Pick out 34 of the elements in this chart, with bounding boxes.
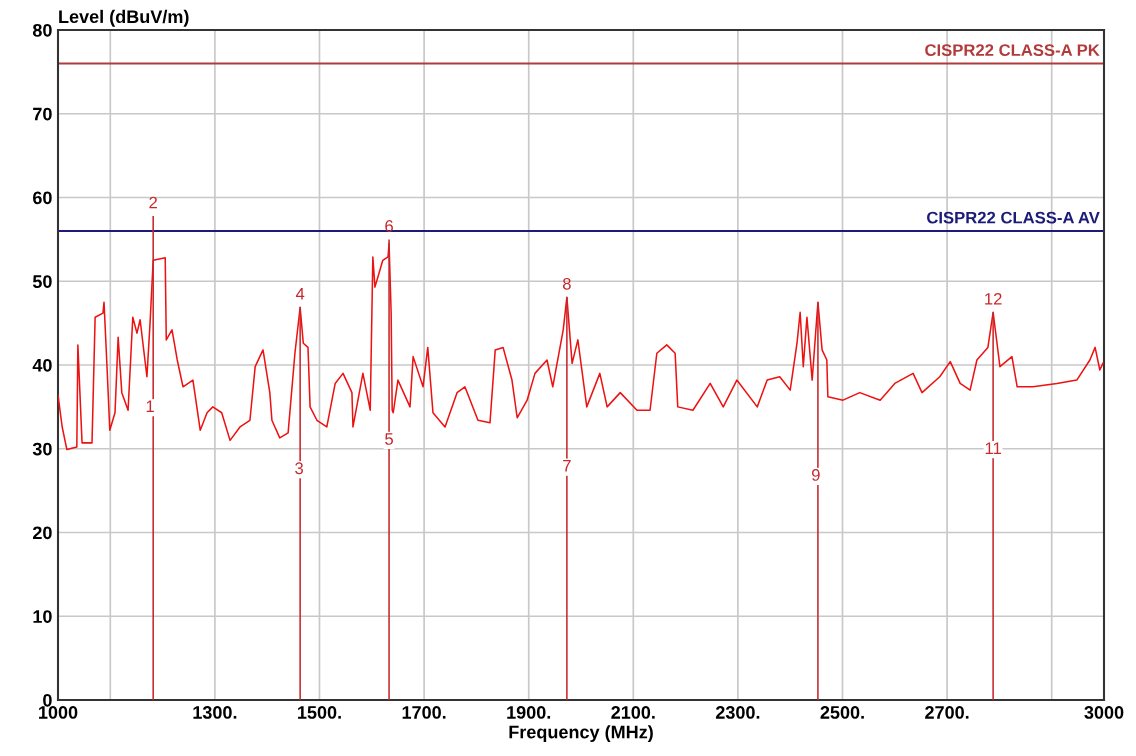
y-tick-label: 10 [33,610,52,623]
y-tick-label: 40 [32,358,52,372]
y-tick-label: 0 [43,693,52,707]
x-tick-label: 2700. [925,706,969,719]
annotation: 11 [985,442,1001,454]
x-tick-label: 1000 [39,706,78,719]
x-tick-label: 3000 [1084,706,1124,719]
annotation: 12 [985,292,1002,305]
y-tick-label: 20 [32,526,52,540]
y-axis-title: Level (dBuV/m) [59,9,189,27]
x-tick-label: 1900. [507,706,551,719]
x-tick-label: 1500. [298,706,341,719]
annotation: 6 [385,220,393,232]
annotation: 8 [562,277,571,290]
y-tick-label: 80 [32,23,52,37]
ref-line-label: CISPR22 CLASS-A PK [925,44,1100,57]
ref-line-label: CISPR22 CLASS-A AV [927,211,1100,224]
annotation: 4 [295,288,305,300]
x-tick-label: 2100. [611,706,655,719]
x-axis-title: Frequency (MHz) [509,725,653,742]
x-tick-label: 2300. [715,706,760,719]
y-tick-label: 30 [32,442,52,456]
y-tick-label: 70 [33,107,52,121]
y-tick-label: 60 [33,191,52,205]
annotation: 5 [385,433,393,445]
annotation: 9 [811,469,820,481]
annotation: 7 [563,460,571,472]
x-tick-label: 1700. [402,706,446,719]
y-tick-label: 50 [32,275,52,288]
annotation: 2 [149,196,157,209]
x-tick-label: 1300. [193,706,237,719]
annotation: 3 [295,462,304,475]
annotation: 1 [146,400,154,413]
x-tick-label: 2500. [820,706,864,719]
